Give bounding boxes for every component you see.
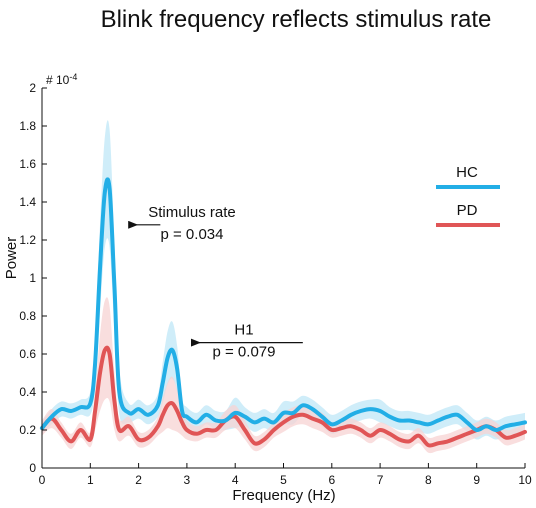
y-tick-label: 0.2 (19, 423, 36, 437)
y-tick-label: 1 (29, 271, 36, 285)
y-multiplier: # 10-4 (46, 72, 77, 87)
y-multiplier-exponent: -4 (69, 72, 77, 82)
y-tick-label: 0.6 (19, 347, 36, 361)
annotation-label: Stimulus rate (148, 204, 236, 221)
y-tick-label: 1.6 (19, 157, 36, 171)
x-tick-label: 1 (87, 473, 94, 487)
x-tick-label: 2 (135, 473, 142, 487)
legend: HC PD (436, 164, 500, 227)
line-hc (40, 177, 527, 433)
line-pd (40, 345, 527, 448)
x-axis-label: Frequency (Hz) (232, 487, 335, 504)
y-tick-label: 0.8 (19, 309, 36, 323)
y-tick-label: 1.4 (19, 195, 36, 209)
x-tick-label: 8 (425, 473, 432, 487)
y-tick-label: 1.2 (19, 233, 36, 247)
y-multiplier-base: # 10 (46, 73, 70, 87)
x-tick-label: 4 (232, 473, 239, 487)
y-tick-label: 0 (29, 461, 36, 475)
x-tick-label: 0 (39, 473, 46, 487)
x-tick-label: 10 (518, 473, 532, 487)
y-axis-label: Power (3, 237, 20, 280)
legend-label-pd: PD (457, 202, 478, 219)
annotation-pvalue: p = 0.079 (213, 344, 276, 361)
x-tick-label: 3 (184, 473, 191, 487)
annotation-pvalue: p = 0.034 (161, 226, 224, 243)
y-tick-label: 2 (29, 81, 36, 95)
y-ticks: 0 0.2 0.4 0.6 0.8 1 1.2 1.4 1.6 1.8 2 (19, 81, 47, 475)
chart-title: Blink frequency reflects stimulus rate (101, 6, 492, 33)
x-tick-label: 5 (280, 473, 287, 487)
y-tick-label: 1.8 (19, 119, 36, 133)
annotations: Stimulus rate p = 0.034 H1 p = 0.079 (128, 204, 303, 361)
legend-label-hc: HC (456, 164, 478, 181)
x-tick-label: 6 (328, 473, 335, 487)
y-tick-label: 0.4 (19, 385, 36, 399)
x-tick-label: 9 (473, 473, 480, 487)
x-ticks: 0 1 2 3 4 5 6 7 8 9 10 (39, 463, 532, 487)
band-hc (42, 120, 525, 440)
annotation-label: H1 (234, 322, 253, 339)
x-tick-label: 7 (377, 473, 384, 487)
series-lines (40, 177, 527, 448)
